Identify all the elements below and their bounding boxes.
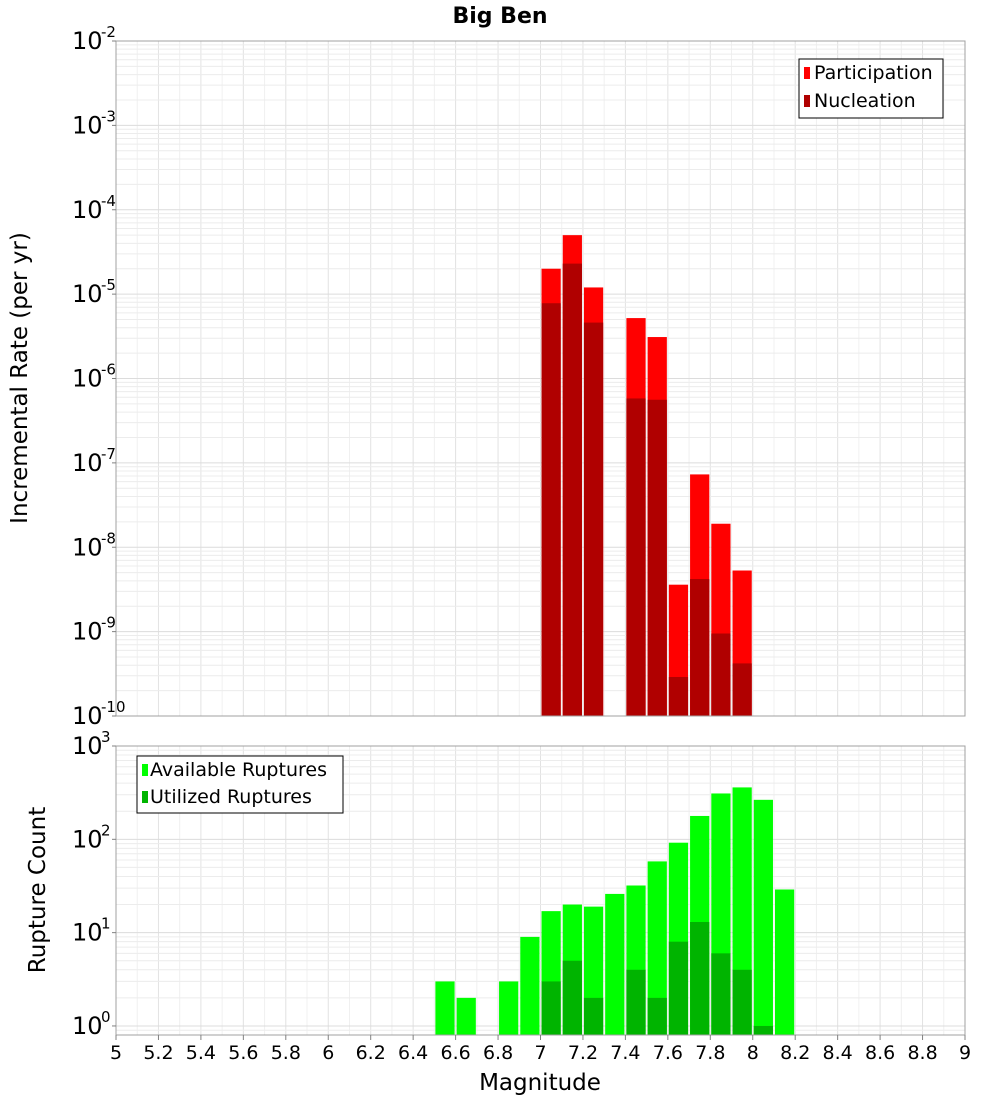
legend-swatch-participation [804, 67, 810, 79]
legend-label-participation: Participation [814, 62, 933, 84]
x-tick-label: 6.8 [483, 1042, 513, 1064]
bottom-y-tick-label: 10 [72, 732, 103, 760]
top-y-tick-label: 10 [72, 111, 103, 139]
bottom-y-tick-exponent: 2 [101, 821, 111, 839]
x-tick-label: 6.4 [398, 1042, 428, 1064]
x-tick-label: 5.6 [228, 1042, 258, 1064]
top-legend: Participation Nucleation [798, 58, 944, 119]
nucleation-bar [647, 399, 667, 716]
nucleation-bar [583, 322, 604, 716]
utilized-ruptures-bar [690, 922, 710, 1035]
x-tick-label: 8.4 [823, 1042, 853, 1064]
utilized-ruptures-bar [626, 969, 646, 1035]
top-legend-box [798, 58, 944, 119]
utilized-ruptures-bar [562, 960, 582, 1035]
utilized-ruptures-bar [647, 997, 667, 1035]
top-y-tick-exponent: -2 [101, 23, 116, 41]
top-y-tick-label: 10 [72, 27, 103, 55]
nucleation-bar [690, 579, 710, 716]
utilized-ruptures-bar [732, 969, 752, 1035]
top-y-tick-exponent: -7 [101, 445, 116, 463]
top-y-tick-label: 10 [72, 449, 103, 477]
top-y-tick-exponent: -10 [101, 698, 126, 716]
legend-swatch-available [142, 764, 148, 776]
utilized-ruptures-bar [583, 997, 604, 1035]
nucleation-bar [541, 303, 561, 716]
top-y-tick-label: 10 [72, 196, 103, 224]
top-y-tick-exponent: -3 [101, 107, 116, 125]
top-y-tick-exponent: -5 [101, 276, 116, 294]
legend-label-utilized-ruptures: Utilized Ruptures [150, 786, 312, 808]
chart-title: Big Ben [452, 4, 547, 29]
x-tick-label: 8 [747, 1042, 759, 1064]
bottom-y-tick-label: 10 [72, 825, 103, 853]
x-tick-label: 8.6 [865, 1042, 895, 1064]
bottom-y-axis-label: Rupture Count [25, 807, 51, 973]
bottom-y-tick-exponent: 0 [101, 1008, 111, 1026]
x-axis-label: Magnitude [479, 1070, 601, 1096]
top-y-axis-label: Incremental Rate (per yr) [7, 232, 33, 524]
top-bars [541, 235, 752, 716]
top-grid [115, 40, 966, 717]
bottom-y-tick-label: 10 [72, 919, 103, 947]
x-tick-label: 7.2 [568, 1042, 598, 1064]
top-y-tick-label: 10 [72, 618, 103, 646]
utilized-ruptures-bar [711, 953, 731, 1035]
available-ruptures-bar [605, 893, 625, 1035]
x-tick-label: 6.6 [440, 1042, 470, 1064]
legend-label-available-ruptures: Available Ruptures [150, 759, 327, 781]
utilized-ruptures-bar [541, 981, 561, 1035]
bottom-legend: Available Ruptures Utilized Ruptures [136, 755, 344, 814]
top-y-tick-exponent: -4 [101, 192, 116, 210]
nucleation-bar [668, 676, 689, 716]
bottom-y-tick-exponent: 3 [101, 728, 111, 746]
top-y-tick-exponent: -8 [101, 529, 116, 547]
bottom-bars [435, 787, 795, 1035]
x-tick-label: 7.4 [610, 1042, 640, 1064]
bottom-y-tick-exponent: 1 [101, 915, 111, 933]
nucleation-bar [562, 263, 582, 716]
top-y-tick-label: 10 [72, 533, 103, 561]
x-tick-label: 7 [534, 1042, 546, 1064]
x-tick-label: 8.8 [907, 1042, 937, 1064]
top-y-tick-label: 10 [72, 702, 103, 730]
bottom-x-ticks: 5 5.2 5.4 5.6 5.8 6 6.2 6.4 6.6 6.8 7 7.2 7.4 7.6 7.8 8… [110, 1035, 971, 1064]
x-tick-label: 8.2 [780, 1042, 810, 1064]
available-ruptures-bar [647, 861, 667, 1035]
legend-swatch-nucleation [804, 95, 810, 107]
top-y-tick-exponent: -9 [101, 614, 116, 632]
available-ruptures-bar [774, 889, 795, 1035]
available-ruptures-bar [456, 997, 476, 1035]
x-tick-label: 6 [322, 1042, 334, 1064]
legend-label-nucleation: Nucleation [814, 90, 916, 112]
bottom-legend-box [136, 755, 344, 814]
nucleation-bar [711, 633, 731, 716]
nucleation-bar [626, 398, 646, 716]
available-ruptures-bar [499, 981, 519, 1035]
top-y-tick-label: 10 [72, 280, 103, 308]
x-tick-label: 5.4 [186, 1042, 216, 1064]
available-ruptures-bar [435, 981, 455, 1035]
available-ruptures-bar [753, 799, 773, 1035]
bottom-y-tick-label: 10 [72, 1012, 103, 1040]
available-ruptures-bar [520, 936, 540, 1035]
x-tick-label: 5 [110, 1042, 122, 1064]
nucleation-bar [732, 663, 752, 716]
x-tick-label: 7.6 [653, 1042, 683, 1064]
x-tick-label: 9 [959, 1042, 971, 1064]
top-y-tick-label: 10 [72, 365, 103, 393]
top-y-tick-exponent: -6 [101, 361, 116, 379]
x-tick-label: 6.2 [356, 1042, 386, 1064]
x-tick-label: 7.8 [695, 1042, 725, 1064]
x-tick-label: 5.2 [143, 1042, 173, 1064]
x-tick-label: 5.8 [271, 1042, 301, 1064]
legend-swatch-utilized [142, 791, 148, 803]
utilized-ruptures-bar [668, 941, 689, 1035]
utilized-ruptures-bar [753, 1025, 773, 1035]
